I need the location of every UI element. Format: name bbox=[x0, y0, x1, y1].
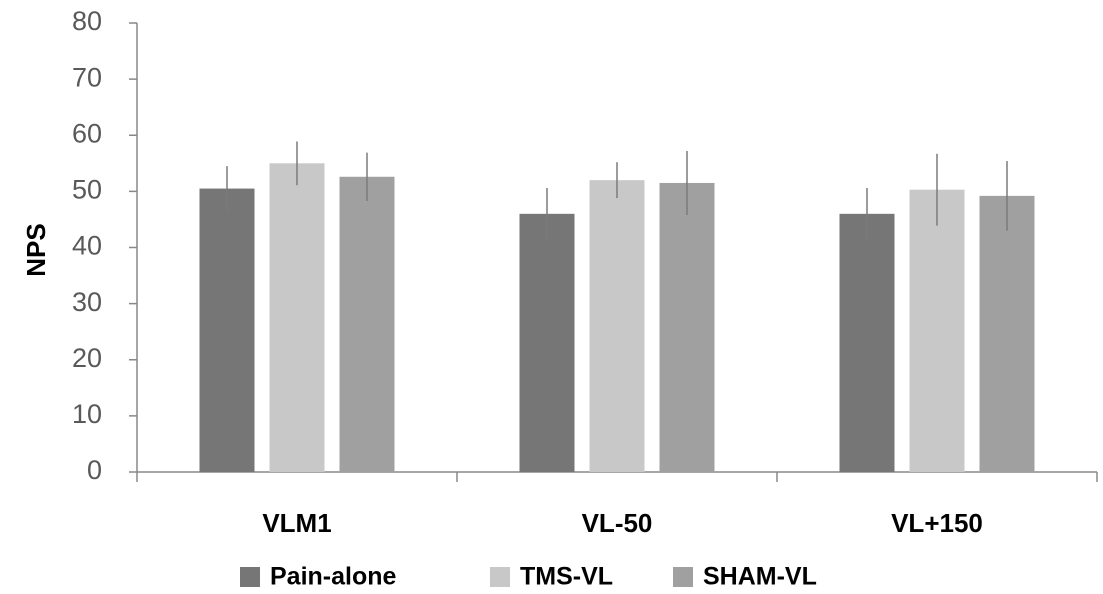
y-tick-label: 20 bbox=[72, 343, 102, 373]
bar bbox=[199, 188, 255, 472]
y-tick-label: 40 bbox=[72, 231, 102, 261]
legend-label: SHAM-VL bbox=[703, 563, 817, 591]
y-tick-label: 60 bbox=[72, 118, 102, 148]
y-tick-label: 80 bbox=[72, 6, 102, 36]
bar bbox=[909, 189, 965, 472]
bar bbox=[519, 213, 575, 472]
legend-label: Pain-alone bbox=[270, 563, 397, 591]
legend-swatch bbox=[240, 567, 260, 587]
bar bbox=[659, 182, 715, 473]
x-tick-label: VLM1 bbox=[262, 508, 331, 538]
bar bbox=[339, 176, 395, 472]
legend-label: TMS-VL bbox=[520, 563, 613, 591]
x-tick-label: VL-50 bbox=[582, 508, 653, 538]
legend-swatch bbox=[673, 567, 693, 587]
y-axis-label: NPS bbox=[21, 223, 51, 276]
x-tick-label: VL+150 bbox=[891, 508, 983, 538]
y-tick-label: 30 bbox=[72, 287, 102, 317]
bar bbox=[269, 163, 325, 472]
y-tick-label: 0 bbox=[87, 455, 102, 485]
bar bbox=[589, 180, 645, 472]
y-tick-label: 10 bbox=[72, 399, 102, 429]
y-tick-label: 70 bbox=[72, 62, 102, 92]
y-tick-label: 50 bbox=[72, 175, 102, 205]
legend-swatch bbox=[490, 567, 510, 587]
bar bbox=[979, 195, 1035, 473]
bar bbox=[839, 213, 895, 472]
